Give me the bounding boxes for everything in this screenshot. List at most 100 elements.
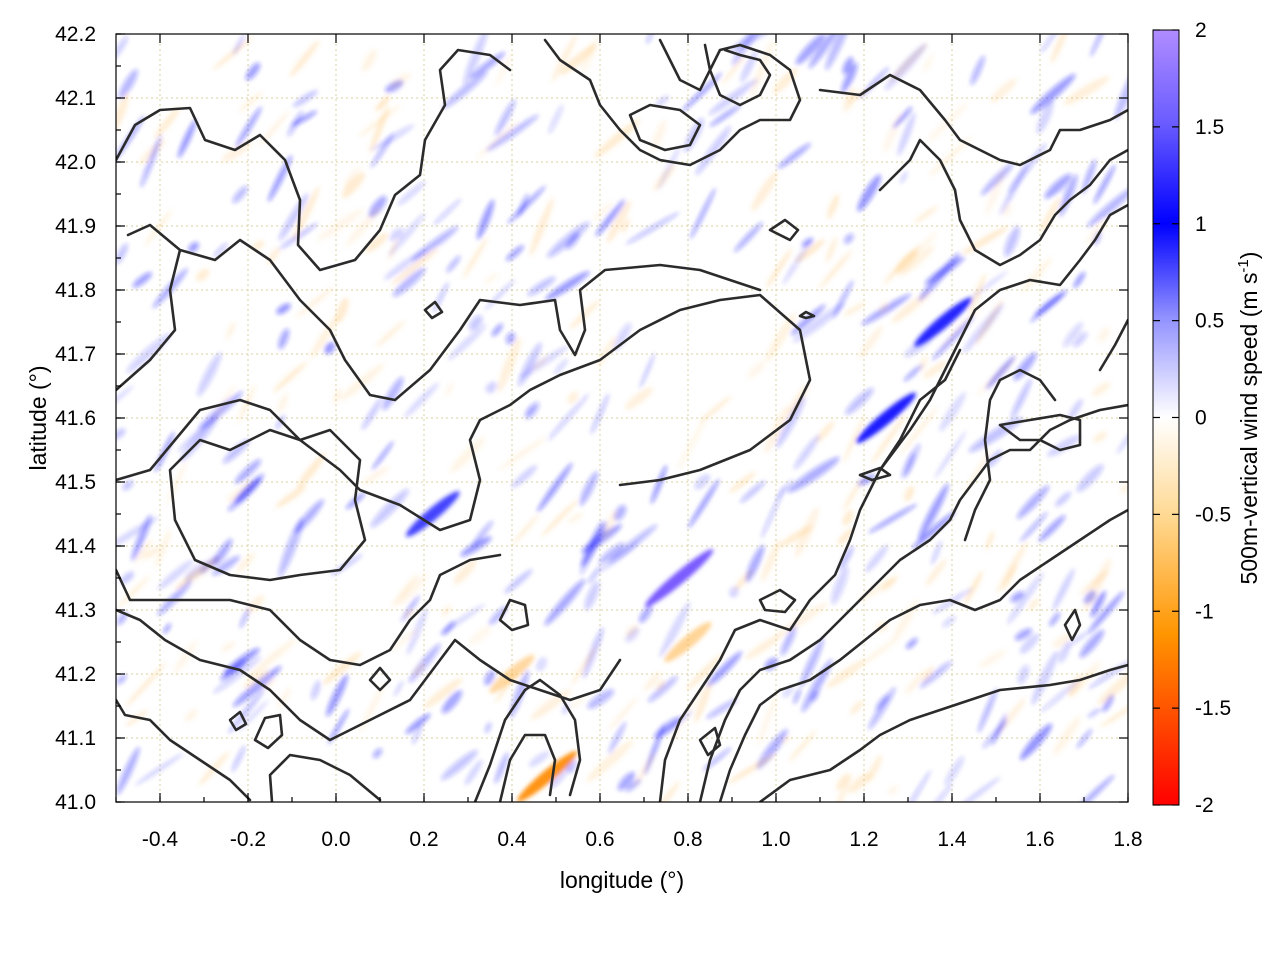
- heatmap-streak: [842, 509, 854, 526]
- heatmap-streak: [1010, 591, 1025, 603]
- heatmap-streak: [134, 753, 184, 786]
- heatmap-streak: [848, 772, 871, 794]
- heatmap-streak: [371, 441, 394, 471]
- heatmap-streak: [918, 355, 929, 372]
- heatmap-feature: [406, 491, 460, 537]
- y-tick-label: 41.7: [55, 343, 96, 366]
- heatmap-streak: [232, 665, 282, 707]
- heatmap-streak: [644, 671, 661, 691]
- heatmap-streak: [529, 197, 554, 256]
- heatmap-streak: [969, 273, 987, 315]
- heatmap-streak: [1076, 728, 1093, 749]
- heatmap-streak: [867, 754, 882, 783]
- heatmap-streak: [801, 659, 833, 713]
- heatmap-streak: [173, 640, 197, 674]
- contour-line: [798, 310, 816, 320]
- heatmap-streak: [925, 558, 947, 586]
- heatmap-streak: [505, 332, 516, 345]
- heatmap-streak: [234, 477, 262, 504]
- heatmap-streak: [494, 99, 516, 137]
- heatmap-streak: [362, 466, 390, 485]
- heatmap-streak: [587, 565, 602, 584]
- contour-line: [116, 608, 622, 742]
- heatmap-streak: [613, 504, 627, 521]
- heatmap-streak: [553, 358, 569, 375]
- heatmap-streak: [571, 645, 598, 685]
- heatmap-streak: [1098, 327, 1110, 343]
- heatmap-streak: [527, 276, 556, 296]
- heatmap-streak: [519, 345, 569, 379]
- heatmap-streak: [228, 687, 266, 734]
- contour-line: [858, 466, 892, 482]
- heatmap-streak: [979, 650, 1006, 668]
- heatmap-streak: [163, 623, 171, 634]
- heatmap-streak: [1038, 515, 1066, 542]
- heatmap-streak: [116, 428, 126, 440]
- heatmap-streak: [326, 674, 348, 717]
- y-tick-label: 41.9: [55, 215, 96, 238]
- heatmap-streak: [653, 163, 676, 191]
- contour-line: [878, 138, 1128, 267]
- heatmap-streak: [341, 172, 365, 199]
- heatmap-streak: [931, 315, 975, 361]
- heatmap-streak: [450, 437, 485, 473]
- heatmap-streak: [708, 78, 759, 115]
- x-tick-label: 1.6: [1025, 828, 1054, 851]
- heatmap-streak: [441, 690, 463, 714]
- heatmap-streak: [598, 542, 625, 564]
- heatmap-streak: [926, 783, 953, 802]
- heatmap-streak: [942, 615, 956, 628]
- heatmap-streak: [535, 657, 548, 672]
- heatmap-streak: [839, 546, 854, 570]
- heatmap-streak: [390, 627, 420, 652]
- heatmap-streak: [497, 336, 522, 393]
- heatmap-streak: [844, 233, 854, 244]
- heatmap-streak: [858, 325, 884, 359]
- heatmap-streak: [694, 473, 711, 490]
- heatmap-streak: [507, 185, 546, 224]
- heatmap-streak: [365, 232, 389, 253]
- plot-frame: [115, 33, 1129, 803]
- heatmap-streak: [291, 110, 318, 127]
- heatmap-streak: [584, 581, 600, 611]
- heatmap-streak: [243, 669, 270, 689]
- heatmap-streak: [484, 272, 499, 285]
- heatmap-streak: [327, 708, 350, 745]
- heatmap-streak: [289, 40, 320, 78]
- contour-line: [116, 698, 252, 802]
- y-tick-label: 41.6: [55, 407, 96, 430]
- heatmap-streak: [116, 575, 151, 609]
- x-tick-label: 1.4: [937, 828, 967, 851]
- heatmap-streak: [462, 236, 489, 279]
- heatmap-streak: [818, 250, 853, 290]
- heatmap-streak: [541, 498, 579, 537]
- heatmap-streak: [625, 624, 639, 638]
- heatmap-streak: [1050, 34, 1068, 64]
- x-tick-label: 1.0: [761, 828, 790, 851]
- heatmap-streak: [608, 697, 638, 731]
- heatmap-streak: [1052, 568, 1075, 611]
- heatmap-streak: [517, 193, 529, 217]
- heatmap-streak: [1086, 218, 1108, 246]
- heatmap-streak: [405, 713, 431, 734]
- heatmap-streak: [568, 696, 586, 710]
- x-tick-label: 1.2: [849, 828, 878, 851]
- heatmap-streak: [990, 78, 1017, 103]
- heatmap-streak: [1065, 630, 1091, 648]
- elevation-contours: [116, 38, 1128, 802]
- heatmap-streak: [525, 405, 536, 416]
- heatmap-streak: [677, 417, 707, 470]
- heatmap-streak: [1040, 679, 1080, 713]
- heatmap-streak: [579, 471, 599, 506]
- heatmap-feature: [856, 392, 916, 444]
- y-tick-label: 41.4: [55, 535, 96, 558]
- heatmap-streak: [733, 221, 763, 253]
- heatmap-streak: [963, 448, 992, 494]
- heatmap-streak: [899, 171, 908, 184]
- heatmap-streak: [931, 540, 942, 566]
- heatmap-streak: [565, 232, 580, 250]
- heatmap-streak: [655, 95, 670, 107]
- heatmap-streak: [272, 361, 308, 393]
- heatmap-streak: [757, 694, 778, 746]
